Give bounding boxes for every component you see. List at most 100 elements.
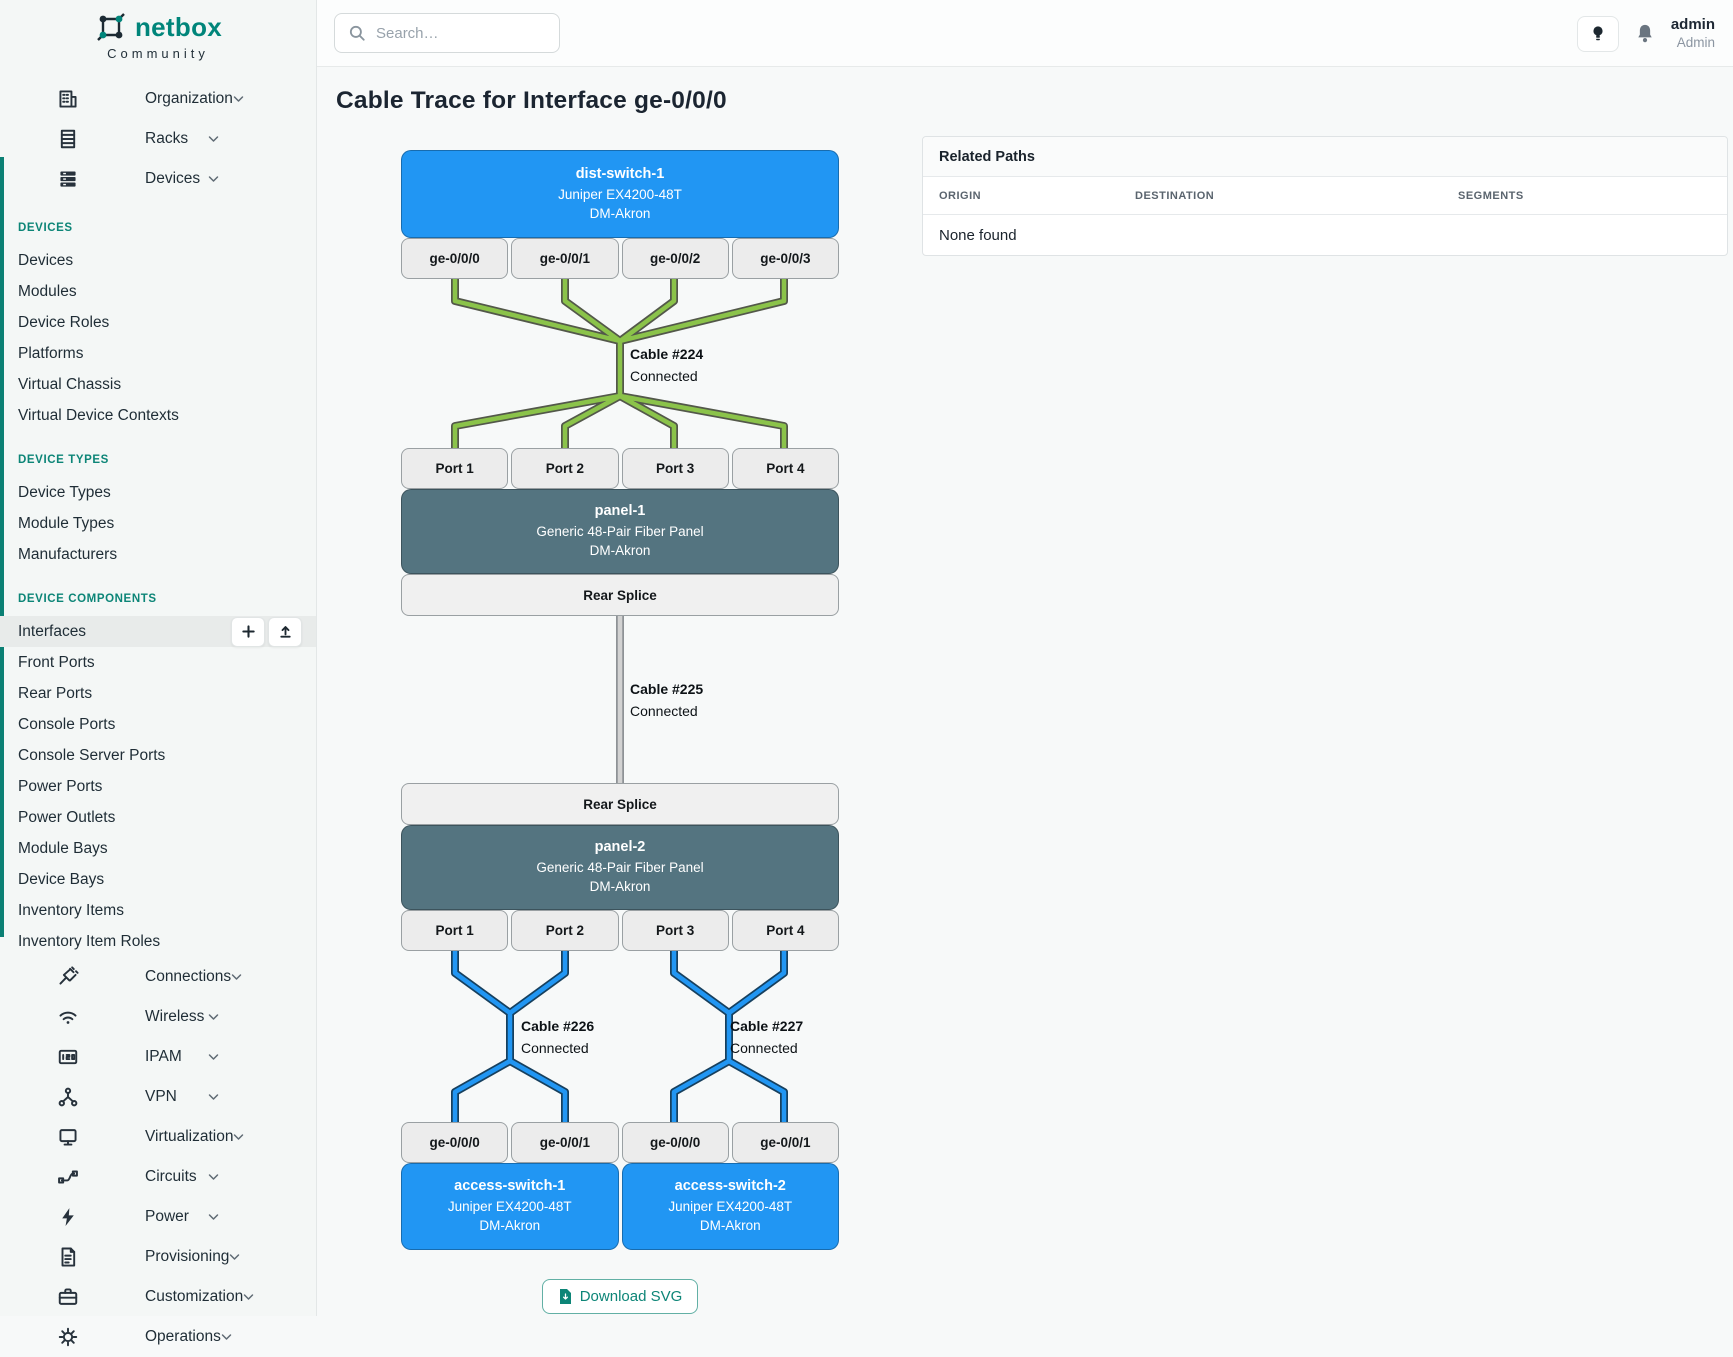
brand[interactable]: netbox Community: [0, 0, 316, 61]
panel1-port-3[interactable]: Port 3: [621, 448, 729, 489]
panel1-port-2[interactable]: Port 2: [511, 448, 619, 489]
plus-icon: [241, 624, 256, 639]
cable-226-label[interactable]: Cable #226 Connected: [521, 1015, 594, 1059]
sidebar-item-provisioning[interactable]: Provisioning: [0, 1237, 316, 1277]
sidebar-item-rear-ports[interactable]: Rear Ports: [0, 678, 316, 709]
port-ge-0-0-1[interactable]: ge-0/0/1: [511, 238, 619, 279]
sidebar-item-label: Virtual Chassis: [18, 375, 122, 393]
node-access-switch-1[interactable]: access-switch-1 Juniper EX4200-48T DM-Ak…: [401, 1163, 619, 1250]
panel1-port-4[interactable]: Port 4: [731, 448, 839, 489]
sidebar-item-device-bays[interactable]: Device Bays: [0, 864, 316, 895]
sidebar-item-power-outlets[interactable]: Power Outlets: [0, 802, 316, 833]
access1-port-ge-0-0-0[interactable]: ge-0/0/0: [401, 1122, 509, 1163]
panel1-rear-splice[interactable]: Rear Splice: [401, 574, 839, 616]
access1-port-ge-0-0-1[interactable]: ge-0/0/1: [511, 1122, 619, 1163]
sidebar-item-interfaces[interactable]: Interfaces: [0, 616, 316, 647]
node-dist-switch-1[interactable]: dist-switch-1 Juniper EX4200-48T DM-Akro…: [401, 150, 839, 238]
sidebar-item-console-ports[interactable]: Console Ports: [0, 709, 316, 740]
document-icon: [57, 1245, 81, 1269]
sidebar-item-connections[interactable]: Connections: [0, 957, 316, 997]
sidebar-item-inventory-items[interactable]: Inventory Items: [0, 895, 316, 926]
sidebar-item-operations[interactable]: Operations: [0, 1317, 316, 1357]
notifications-bell-icon[interactable]: [1635, 23, 1655, 45]
panel-site: DM-Akron: [589, 543, 651, 558]
sidebar-item-modules[interactable]: Modules: [0, 276, 316, 307]
sidebar-item-label: Module Bays: [18, 839, 108, 857]
sidebar-item-manufacturers[interactable]: Manufacturers: [0, 539, 316, 570]
sidebar-item-console-server-ports[interactable]: Console Server Ports: [0, 740, 316, 771]
search-box[interactable]: [334, 13, 560, 53]
sidebar-item-organization[interactable]: Organization: [0, 79, 316, 119]
sidebar-item-label: Devices: [18, 251, 74, 269]
cable-225-label[interactable]: Cable #225 Connected: [630, 678, 703, 722]
chevron-down-icon: [208, 1045, 232, 1069]
sidebar-item-device-roles[interactable]: Device Roles: [0, 307, 316, 338]
panel2-port-2[interactable]: Port 2: [511, 910, 619, 951]
access2-port-ge-0-0-0[interactable]: ge-0/0/0: [621, 1122, 729, 1163]
rack-icon: [57, 127, 81, 151]
sidebar-item-virtualization[interactable]: Virtualization: [0, 1117, 316, 1157]
sidebar-item-ipam[interactable]: IPAM: [0, 1037, 316, 1077]
search-input[interactable]: [376, 24, 536, 42]
cable-226-227-graphic: [451, 951, 788, 1122]
cable-225-graphic: [616, 616, 624, 783]
panel2-rear-splice[interactable]: Rear Splice: [401, 783, 839, 825]
access2-port-ge-0-0-1[interactable]: ge-0/0/1: [731, 1122, 839, 1163]
panel2-port-4[interactable]: Port 4: [731, 910, 839, 951]
sidebar-item-front-ports[interactable]: Front Ports: [0, 647, 316, 678]
sidebar-item-virtual-chassis[interactable]: Virtual Chassis: [0, 369, 316, 400]
sidebar-item-circuits[interactable]: Circuits: [0, 1157, 316, 1197]
sidebar-item-customization[interactable]: Customization: [0, 1277, 316, 1317]
column-segments: SEGMENTS: [1458, 189, 1524, 202]
node-panel-2[interactable]: panel-2 Generic 48-Pair Fiber Panel DM-A…: [401, 825, 839, 910]
sidebar-item-label: Rear Ports: [18, 684, 93, 702]
device-site: DM-Akron: [589, 205, 651, 221]
chevron-down-icon: [233, 87, 257, 111]
user-menu[interactable]: admin Admin: [1671, 16, 1715, 52]
sidebar-item-label: Power Outlets: [18, 808, 116, 826]
sidebar-item-wireless[interactable]: Wireless: [0, 997, 316, 1037]
cable-224-label[interactable]: Cable #224 Connected: [630, 343, 703, 387]
panel-name: panel-1: [594, 503, 646, 519]
sidebar-item-devices[interactable]: Devices: [0, 245, 316, 276]
download-svg-button[interactable]: Download SVG: [541, 1279, 699, 1314]
cable-227-label[interactable]: Cable #227 Connected: [730, 1015, 803, 1059]
cable-name: Cable #224: [630, 346, 704, 362]
sidebar-item-device-types[interactable]: Device Types: [0, 477, 316, 508]
sidebar-item-racks[interactable]: Racks: [0, 119, 316, 159]
panel-model: Generic 48-Pair Fiber Panel: [536, 524, 704, 539]
device-site: DM-Akron: [479, 1218, 541, 1233]
sidebar-item-label: Inventory Items: [18, 901, 124, 919]
sidebar-item-power-ports[interactable]: Power Ports: [0, 771, 316, 802]
panel2-port-1[interactable]: Port 1: [401, 910, 509, 951]
sidebar-item-vpn[interactable]: VPN: [0, 1077, 316, 1117]
theme-toggle-button[interactable]: [1576, 15, 1619, 52]
netbox-logo-icon: [94, 10, 128, 44]
sidebar-item-virtual-device-contexts[interactable]: Virtual Device Contexts: [0, 400, 316, 431]
port-ge-0-0-2[interactable]: ge-0/0/2: [621, 238, 729, 279]
cable-name: Cable #225: [630, 681, 704, 697]
device-site: DM-Akron: [699, 1218, 761, 1233]
sidebar-item-power[interactable]: Power: [0, 1197, 316, 1237]
panel1-port-1[interactable]: Port 1: [401, 448, 509, 489]
sidebar-item-inventory-item-roles[interactable]: Inventory Item Roles: [0, 926, 316, 957]
chevron-down-icon: [231, 965, 255, 989]
sidebar-item-platforms[interactable]: Platforms: [0, 338, 316, 369]
sidebar-item-devices[interactable]: Devices: [0, 159, 316, 199]
node-access-switch-2[interactable]: access-switch-2 Juniper EX4200-48T DM-Ak…: [621, 1163, 839, 1250]
plug-icon: [57, 965, 81, 989]
panel-site: DM-Akron: [589, 879, 651, 894]
port-ge-0-0-0[interactable]: ge-0/0/0: [401, 238, 509, 279]
topbar: admin Admin: [317, 0, 1733, 67]
import-interfaces-button[interactable]: [268, 616, 302, 647]
port-ge-0-0-3[interactable]: ge-0/0/3: [731, 238, 839, 279]
sidebar-item-module-bays[interactable]: Module Bays: [0, 833, 316, 864]
node-panel-1[interactable]: panel-1 Generic 48-Pair Fiber Panel DM-A…: [401, 489, 839, 574]
add-interface-button[interactable]: [231, 616, 265, 647]
sidebar-item-module-types[interactable]: Module Types: [0, 508, 316, 539]
panel2-port-3[interactable]: Port 3: [621, 910, 729, 951]
sidebar-heading-device-components: DEVICE COMPONENTS: [18, 593, 157, 605]
wifi-icon: [57, 1005, 81, 1029]
sidebar-item-label: Racks: [145, 130, 189, 147]
